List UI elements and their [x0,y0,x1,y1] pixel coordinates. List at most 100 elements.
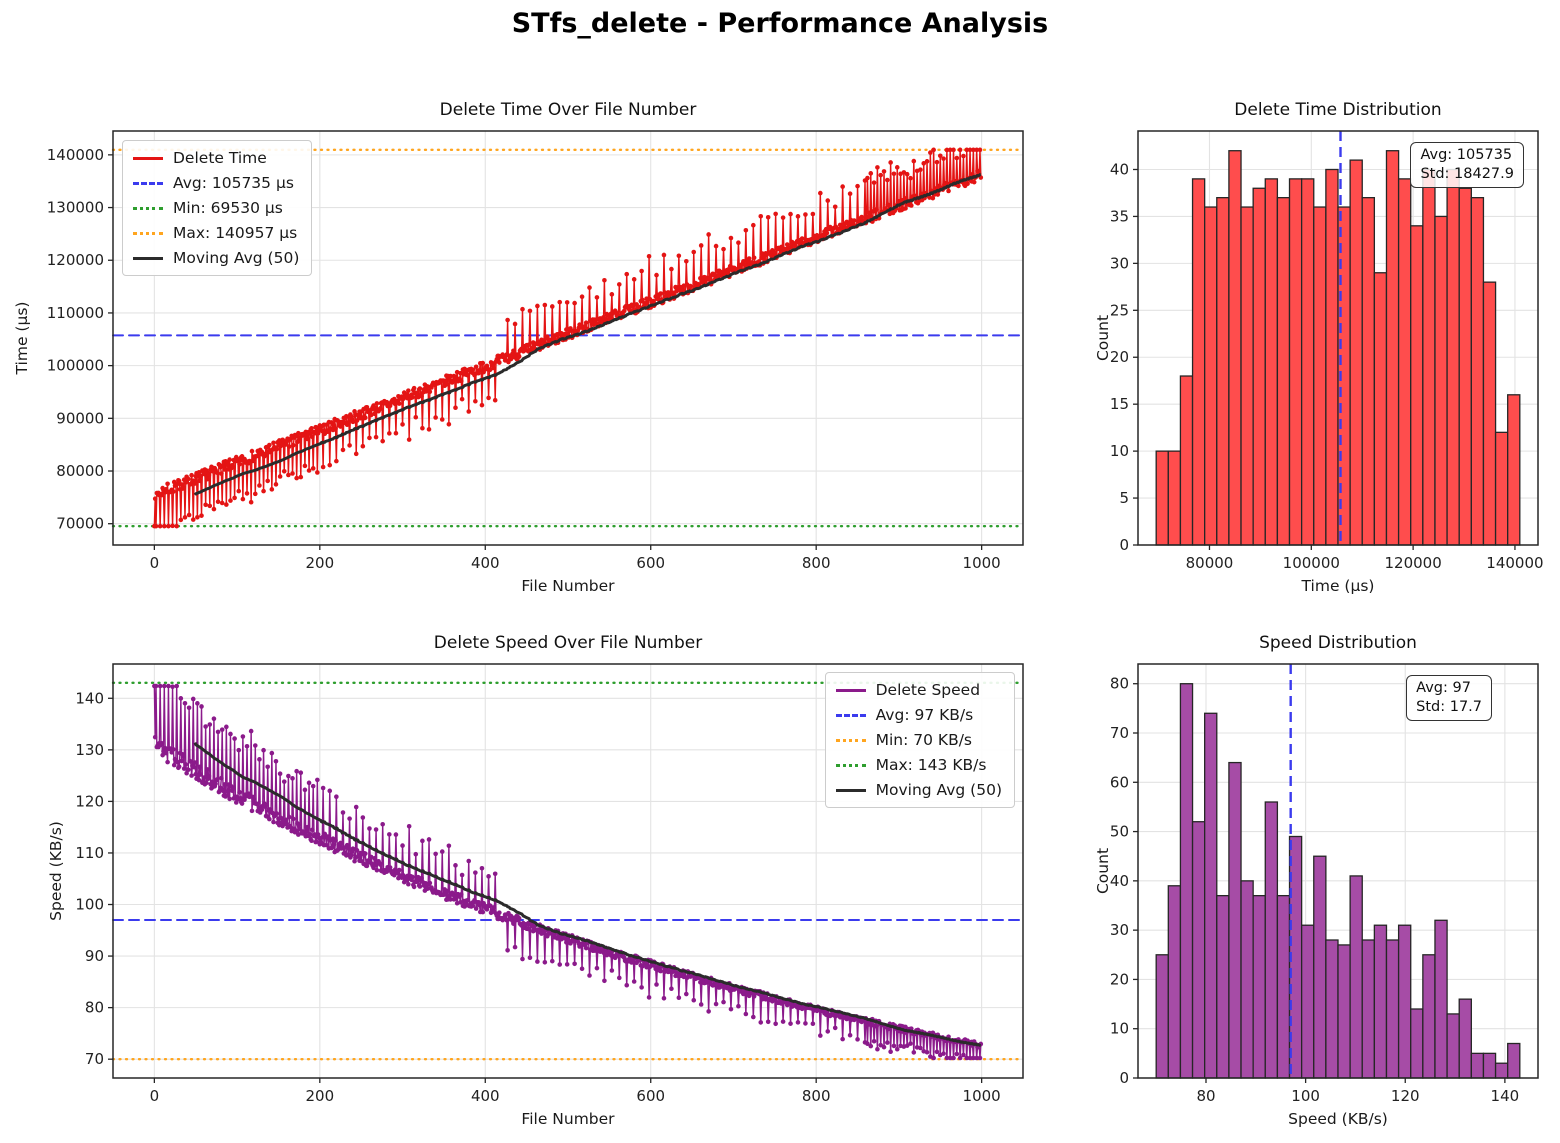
x-tick-label: 400 [471,554,500,572]
x-tick-label: 800 [802,1087,831,1105]
y-tick-label: 70 [85,1050,104,1068]
stats-avg: Avg: 97 [1416,680,1471,696]
chart-title: Delete Speed Over File Number [433,633,703,653]
x-tick-label: 0 [150,554,160,572]
y-tick-label: 30 [1110,254,1129,272]
delete-time-histogram-chart: Delete Time Distribution Count Time (µs)… [1094,100,1544,595]
histogram-bar [1300,924,1315,1079]
histogram-bar [1361,939,1376,1079]
speed-histogram-chart: Speed Distribution Count Speed (KB/s) 80… [1094,633,1539,1128]
histogram-bar [1482,281,1497,546]
legend-item: Avg: 97 KB/s [835,706,1002,724]
histogram-bar [1179,683,1194,1079]
legend-swatch-dashed [133,181,163,185]
speed-series-plot-area: 0 200 400 600 800 1000 70 80 90 100 110 120 130 140 [75,663,1025,1105]
axes-spines [112,663,1024,1079]
y-tick-label: 100000 [47,357,104,375]
histogram-bar [1276,894,1291,1079]
y-tick-label: 35 [1110,207,1129,225]
y-tick-label: 80 [1110,675,1129,693]
stats-annotation: Avg: 105735 Std: 18427.9 [1410,142,1524,189]
histogram-bar [1264,801,1279,1079]
x-tick-label: 800 [802,554,831,572]
legend-item: Avg: 105735 µs [133,174,299,192]
histogram-bar [1446,1013,1460,1079]
histogram-bar [1191,821,1206,1079]
y-tick-label: 80000 [56,462,104,480]
legend-item: Delete Speed [835,681,1002,699]
y-tick-label: 20 [1110,970,1129,988]
legend-label: Avg: 105735 µs [173,174,294,192]
histogram-bar [1361,197,1376,546]
x-axis-label: File Number [521,577,615,595]
legend-label: Max: 140957 µs [173,224,298,242]
histogram-bar [1482,1052,1497,1079]
y-tick-label: 90000 [56,409,104,427]
stats-std: Std: 17.7 [1416,699,1482,716]
histogram-bar [1264,178,1279,546]
histogram-bar [1325,168,1339,546]
histogram-bar [1167,450,1182,546]
y-tick-label: 0 [1119,536,1129,554]
y-tick-label: 25 [1110,301,1129,319]
y-tick-label: 15 [1110,395,1129,413]
histogram-bar [1300,178,1315,546]
time-histogram-plot-area: 80000 100000 120000 140000 0 5 10 15 20 25 30 35 40 [1110,130,1544,572]
legend-label: Delete Speed [875,681,981,699]
legend-label: Moving Avg (50) [875,781,1002,799]
x-tick-label: 600 [636,1087,665,1105]
x-tick-label: 80000 [1186,554,1234,572]
legend-item: Delete Time [133,149,299,167]
chart-title: Delete Time Over File Number [439,100,697,120]
histogram-bar [1313,206,1327,546]
legend: Delete Time Avg: 105735 µs Min: 69530 µs Ma… [122,140,313,276]
legend-label: Min: 69530 µs [173,199,283,217]
histogram-bar [1252,894,1266,1079]
data-series-markers [152,147,984,529]
y-tick-label: 70000 [56,515,104,533]
histogram-bar [1155,954,1169,1079]
histogram-bar [1410,225,1424,546]
axis-ticks: 0 200 400 600 800 1000 70000 80000 90000 100000 11… [47,146,1001,572]
y-axis-label: Count [1094,314,1112,362]
histogram-bar [1470,1052,1485,1079]
chart-title: Delete Time Distribution [1234,100,1442,120]
histogram-bars [1155,150,1521,546]
y-tick-label: 140000 [47,146,104,164]
histogram-bar [1228,150,1242,546]
y-tick-label: 110 [75,844,104,862]
histogram-bar [1167,885,1182,1079]
histogram-bar [1373,924,1388,1079]
histogram-bar [1507,394,1521,546]
legend: Delete Speed Avg: 97 KB/s Min: 70 KB/s Max:… [824,672,1015,808]
y-tick-label: 10 [1110,1020,1129,1038]
histogram-bar [1216,894,1230,1079]
histogram-bar [1458,187,1472,546]
legend-item: Max: 140957 µs [133,224,299,242]
y-tick-label: 60 [1110,773,1129,791]
histogram-bar [1240,206,1254,546]
histogram-bar [1470,197,1485,546]
legend-swatch-dashed [835,713,866,717]
legend-item: Moving Avg (50) [835,781,1002,799]
histogram-bar [1373,272,1388,546]
histogram-bar [1216,197,1230,546]
y-tick-label: 90 [85,947,104,965]
histogram-bar [1228,761,1242,1079]
histogram-bar [1191,178,1206,546]
legend-label: Avg: 97 KB/s [875,706,974,724]
x-axis-label: File Number [521,1110,615,1128]
histogram-bar [1494,431,1509,546]
legend-swatch-solid-thick [133,256,163,260]
x-tick-label: 1000 [963,1087,1001,1105]
legend-item: Max: 143 KB/s [835,756,1002,774]
legend-swatch-solid-thick [835,788,866,792]
axis-ticks: 80 100 120 140 0 10 20 30 40 50 60 70 80 [1110,675,1519,1105]
x-tick-label: 140000 [1486,554,1543,572]
histogram-bar [1422,168,1436,546]
histogram-bar [1385,939,1400,1079]
legend-item: Min: 70 KB/s [835,731,1002,749]
histogram-bar [1325,939,1339,1079]
y-tick-label: 40 [1110,160,1129,178]
y-tick-label: 30 [1110,921,1129,939]
